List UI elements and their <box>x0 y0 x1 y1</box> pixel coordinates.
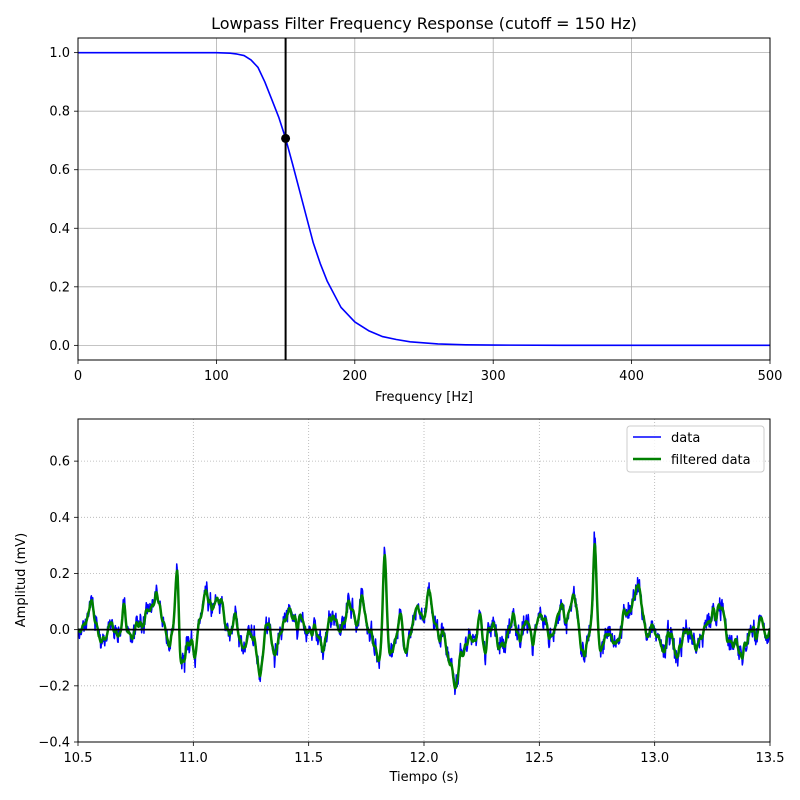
plot1-xtick-label: 0 <box>74 369 82 384</box>
plot1-xtick-label: 100 <box>204 369 229 384</box>
plot1-xtick-label: 200 <box>342 369 367 384</box>
plot1-ytick-label: 0.0 <box>49 339 70 354</box>
plot2-xtick-label: 11.5 <box>294 751 323 766</box>
plot2-ytick-label: 0.0 <box>49 623 70 638</box>
plot2-xtick-label: 12.0 <box>410 751 439 766</box>
plot2-ytick-label: 0.6 <box>49 455 70 470</box>
plot2-y-ticks: −0.4 −0.2 0.0 0.2 0.4 0.6 <box>38 455 78 751</box>
plot2-ytick-label: −0.4 <box>38 736 70 751</box>
plot2-xtick-label: 10.5 <box>64 751 93 766</box>
plot1-x-ticks: 0 100 200 300 400 500 <box>74 360 783 384</box>
series-filtered-data <box>78 542 770 690</box>
plot1-xtick-label: 400 <box>619 369 644 384</box>
plot1-ytick-label: 0.2 <box>49 280 70 295</box>
plot1-ytick-label: 1.0 <box>49 46 70 61</box>
plot1-title: Lowpass Filter Frequency Response (cutof… <box>211 14 637 33</box>
cutoff-point <box>281 133 291 143</box>
plot2-xtick-label: 12.5 <box>525 751 554 766</box>
plot1-frame <box>77 37 771 361</box>
legend-label-filtered: filtered data <box>671 453 751 468</box>
plot2-x-ticks: 10.5 11.0 11.5 12.0 12.5 13.0 13.5 <box>64 742 785 766</box>
plot2-ylabel: Amplitud (mV) <box>14 533 29 627</box>
frequency-response-plot: Lowpass Filter Frequency Response (cutof… <box>49 14 782 405</box>
plot1-y-ticks: 0.0 0.2 0.4 0.6 0.8 1.0 <box>49 46 78 354</box>
plot1-series <box>78 38 770 360</box>
plot2-xtick-label: 13.5 <box>756 751 785 766</box>
plot1-xtick-label: 500 <box>758 369 783 384</box>
plot1-xtick-label: 300 <box>481 369 506 384</box>
plot2-xlabel: Tiempo (s) <box>388 770 458 785</box>
legend: data filtered data <box>626 425 765 473</box>
plot1-xlabel: Frequency [Hz] <box>375 390 473 405</box>
plot1-ytick-label: 0.4 <box>49 222 70 237</box>
ecg-signal-plot: 10.5 11.0 11.5 12.0 12.5 13.0 13.5 −0.4 −0.2 0.0… <box>14 418 785 785</box>
plot2-xtick-label: 11.0 <box>179 751 208 766</box>
response-curve <box>78 51 770 347</box>
plot2-ytick-label: 0.4 <box>49 511 70 526</box>
legend-label-data: data <box>671 431 700 446</box>
plot2-series <box>78 531 770 696</box>
plot2-xtick-label: 13.0 <box>640 751 669 766</box>
plot2-ytick-label: 0.2 <box>49 567 70 582</box>
legend-box <box>626 425 765 473</box>
plot1-ytick-label: 0.8 <box>49 105 70 120</box>
plot1-ytick-label: 0.6 <box>49 163 70 178</box>
plot2-ytick-label: −0.2 <box>38 679 70 694</box>
